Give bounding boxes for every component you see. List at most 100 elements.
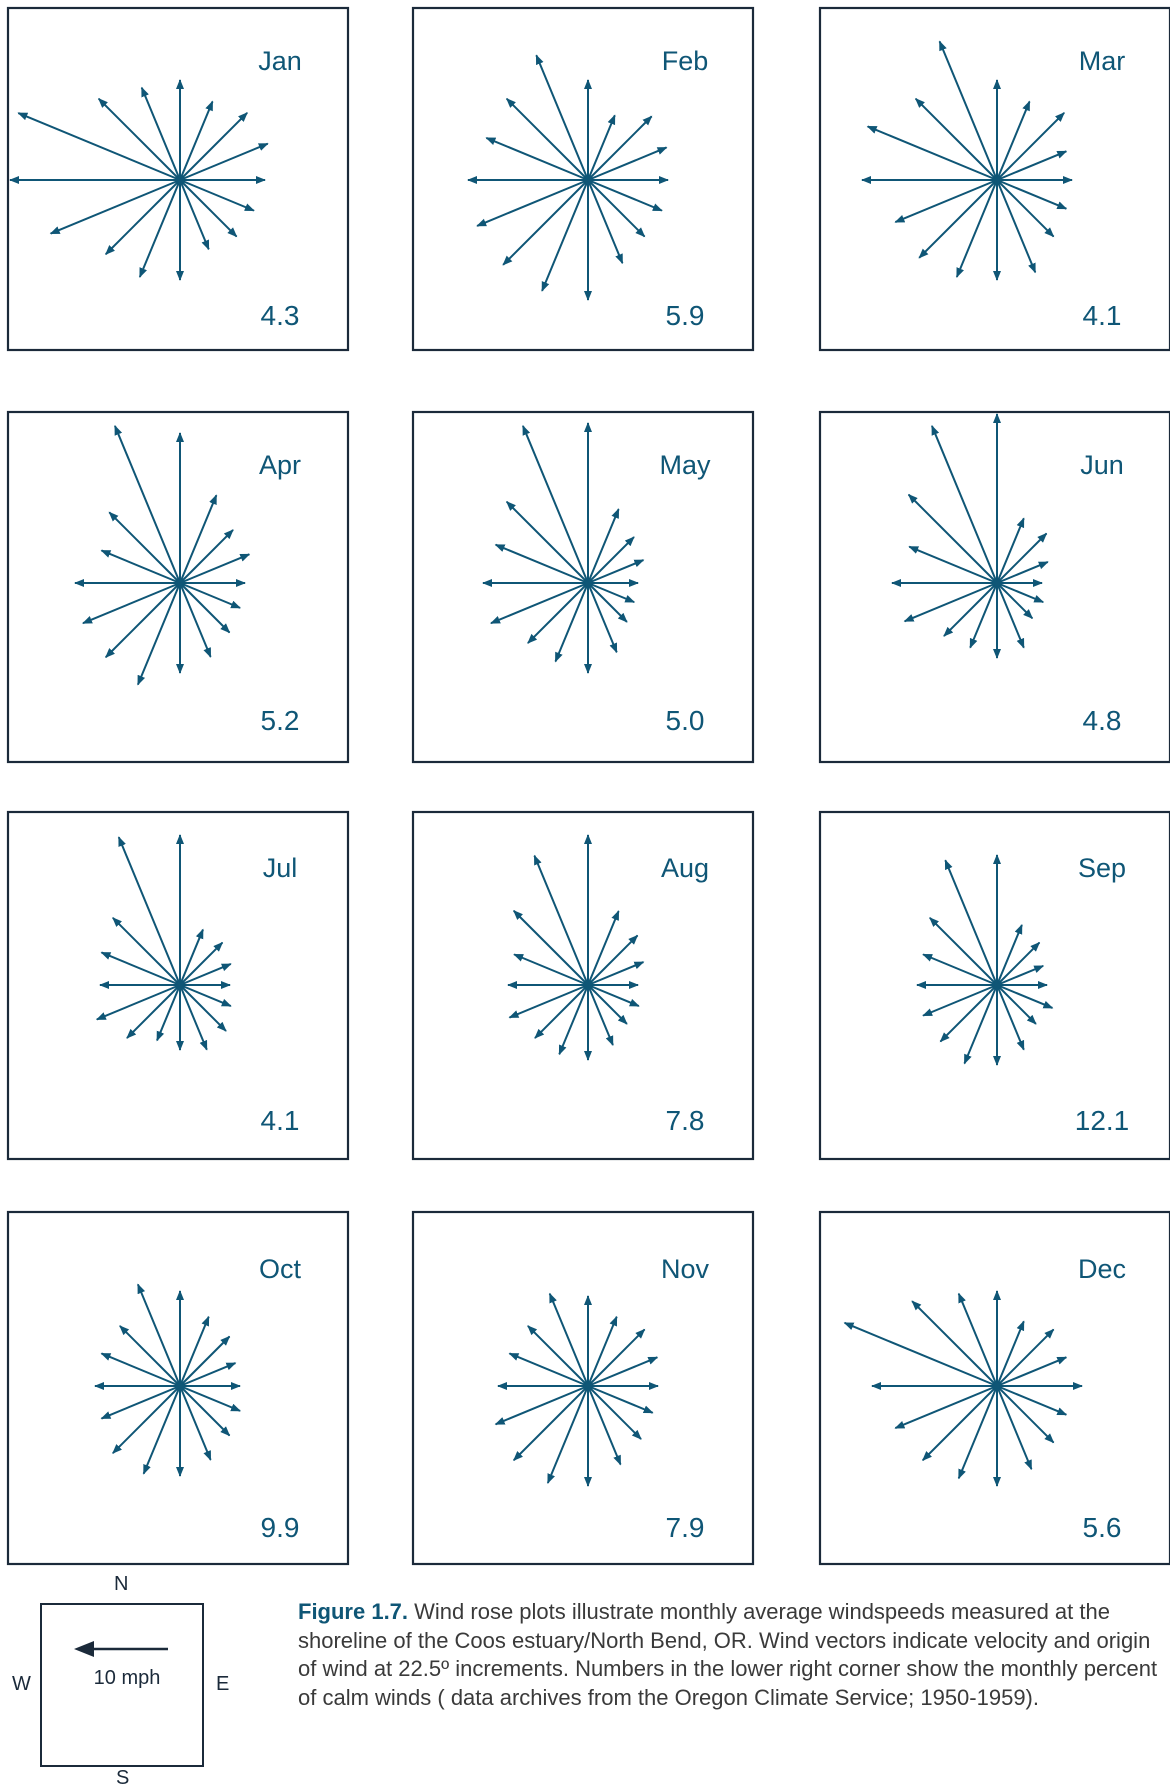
wind-vector-nnw	[117, 836, 181, 986]
wind-vector-nnw	[114, 425, 181, 584]
wind-vector-nw	[119, 1325, 181, 1387]
rose-center	[585, 982, 591, 988]
wind-rose-nov: Nov 7.9	[411, 1210, 755, 1566]
wind-vector-nnw	[957, 1292, 998, 1387]
wind-vector-wsw	[100, 1385, 181, 1420]
wind-rose-oct: Oct 9.9	[6, 1210, 350, 1566]
wind-vector-nnw	[535, 54, 589, 181]
wind-vector-wnw	[843, 1321, 998, 1387]
rose-center	[177, 1383, 183, 1389]
wind-vector-ssw	[156, 984, 181, 1042]
wind-vector-wsw	[903, 582, 998, 623]
wind-vector-sw	[513, 1385, 589, 1461]
panel-frame	[818, 410, 1170, 764]
wind-vector-sw	[105, 582, 181, 658]
compass-south: S	[116, 1767, 130, 1789]
wind-vector-ne	[996, 532, 1048, 584]
rose-center	[585, 580, 591, 586]
wind-vector-nne	[996, 924, 1023, 986]
month-label: Jun	[1080, 450, 1124, 480]
month-label: Apr	[259, 450, 301, 480]
wind-vector-se	[996, 984, 1037, 1025]
wind-vector-ne	[587, 934, 639, 986]
wind-vector-wsw	[894, 179, 998, 224]
wind-rose-may: May 5.0	[411, 410, 755, 764]
wind-vector-ene	[996, 964, 1045, 986]
panel-frame	[6, 6, 350, 352]
wind-vector-ssw	[955, 179, 998, 278]
wind-rose-apr: Apr 5.2	[6, 410, 350, 764]
wind-vector-ene	[587, 961, 645, 986]
wind-vector-ssw	[136, 582, 181, 686]
month-label: Sep	[1078, 853, 1126, 883]
wind-vector-nw	[527, 1325, 589, 1387]
wind-vector-nw	[505, 500, 589, 584]
wind-vector-ese	[587, 179, 663, 212]
wind-vector-ene	[179, 553, 251, 584]
wind-vector-sw	[112, 1385, 181, 1454]
legend-scale-box: 10 mph	[40, 1603, 204, 1767]
figure-caption-text: Wind rose plots illustrate monthly avera…	[298, 1599, 1158, 1710]
wind-vector-nne	[996, 517, 1025, 584]
wind-vector-wsw	[95, 984, 181, 1021]
wind-vector-ene	[587, 1356, 659, 1387]
wind-vector-nw	[112, 917, 181, 986]
wind-vector-ne	[179, 529, 234, 584]
wind-vector-se	[996, 1385, 1055, 1444]
wind-rose-mar: Mar 4.1	[818, 6, 1170, 352]
wind-rose-jun: Jun 4.8	[818, 410, 1170, 764]
wind-vector-ene	[179, 1362, 237, 1387]
compass-east: E	[216, 1673, 230, 1695]
wind-rose-jul: Jul 4.1	[6, 810, 350, 1161]
wind-vector-wnw	[513, 953, 589, 986]
wind-vector-ese	[587, 582, 636, 604]
wind-vector-ne	[179, 112, 248, 181]
month-label: Aug	[661, 853, 709, 883]
wind-vector-ne	[179, 1335, 231, 1387]
wind-vector-nnw	[548, 1292, 589, 1387]
wind-vector-nw	[929, 917, 998, 986]
wind-vector-sw	[527, 582, 589, 644]
wind-vector-ene	[179, 142, 269, 181]
wind-vector-ese	[179, 1385, 241, 1412]
calm-percent-label: 4.1	[1083, 300, 1122, 331]
rose-center	[177, 580, 183, 586]
rose-center	[994, 982, 1000, 988]
wind-vector-wsw	[476, 179, 589, 227]
figure-label: Figure 1.7.	[298, 1599, 409, 1624]
wind-vector-nw	[97, 97, 181, 181]
wind-vector-wnw	[866, 125, 998, 181]
wind-vector-nne	[179, 100, 214, 181]
wind-vector-se	[587, 179, 646, 238]
wind-vector-se	[179, 984, 227, 1032]
wind-vector-sw	[943, 582, 998, 637]
panel-frame	[6, 810, 350, 1161]
wind-vector-sse	[179, 179, 210, 251]
wind-rose-sep: Sep 12.1	[818, 810, 1170, 1161]
calm-percent-label: 5.9	[666, 300, 705, 331]
wind-vector-ssw	[957, 1385, 998, 1480]
calm-percent-label: 12.1	[1075, 1105, 1130, 1136]
wind-vector-nne	[179, 1315, 210, 1387]
wind-vector-ene	[587, 559, 645, 584]
wind-vector-wsw	[49, 179, 181, 235]
wind-vector-wsw	[82, 582, 181, 625]
wind-vector-ssw	[558, 984, 589, 1056]
wind-vector-ssw	[969, 582, 998, 649]
wind-vector-nnw	[140, 86, 181, 181]
wind-rose-aug: Aug 7.8	[411, 810, 755, 1161]
rose-center	[994, 1383, 1000, 1389]
wind-vector-sse	[587, 984, 614, 1046]
wind-vector-ne	[587, 115, 653, 181]
wind-vector-wsw	[922, 984, 998, 1017]
wind-vector-se	[587, 1385, 642, 1440]
calm-percent-label: 5.2	[261, 705, 300, 736]
wind-rose-grid: Jan 4.3 Feb 5.9 Mar 4.1 Apr 5.2 May 5.0 Jun 4.8 Jul 4…	[6, 6, 1170, 1566]
wind-rose-jan: Jan 4.3	[6, 6, 350, 352]
wind-vector-sw	[918, 179, 998, 259]
wind-vector-ene	[179, 963, 232, 986]
wind-vector-se	[179, 582, 231, 634]
panel-frame	[6, 410, 350, 764]
wind-rose-dec: Dec 5.6	[818, 1210, 1170, 1566]
wind-vector-nw	[914, 97, 998, 181]
